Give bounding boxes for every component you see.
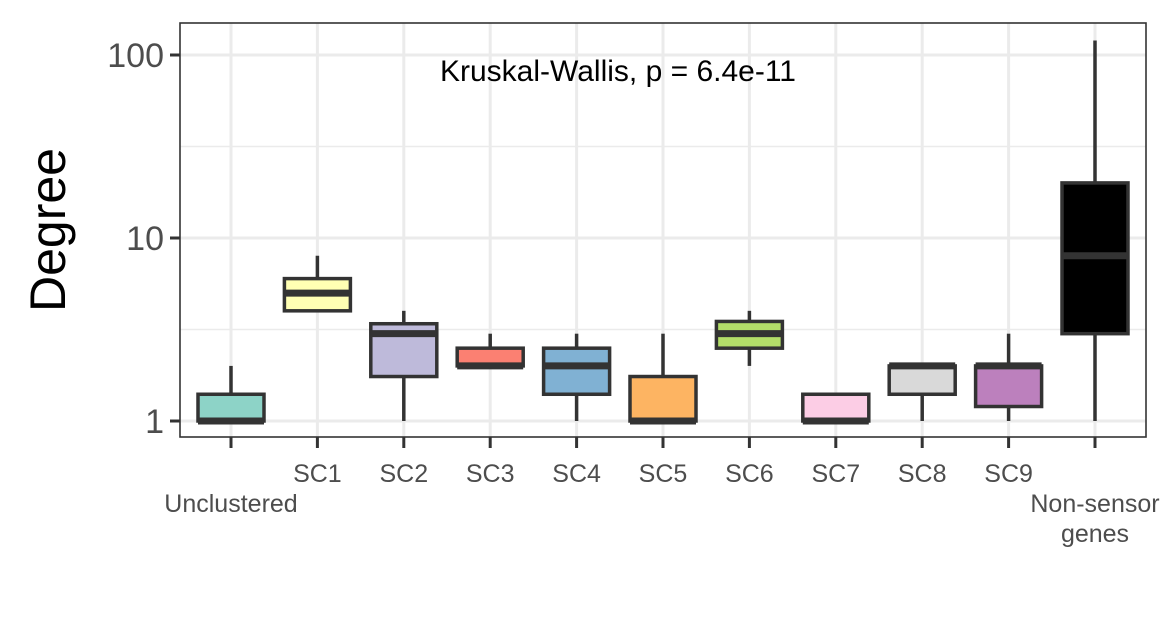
box-sc9 [973, 333, 1044, 421]
x-tick-label: Unclustered [164, 490, 297, 518]
x-tick-label-line: Unclustered [164, 490, 297, 518]
x-tick-label-line: SC5 [639, 460, 688, 488]
x-tick-label: SC5 [639, 460, 688, 488]
x-tick-label-line: SC6 [725, 460, 774, 488]
x-tick-label: SC6 [725, 460, 774, 488]
box-unclustered [196, 365, 266, 425]
box-sc1 [282, 255, 353, 313]
x-tick-label-line: genes [1061, 520, 1129, 548]
box-body [801, 392, 871, 423]
x-tick-label-line: Non-sensor [1030, 490, 1159, 518]
x-tick-label: SC1 [293, 460, 342, 488]
box-sc5 [628, 333, 698, 425]
box-sc3 [455, 333, 525, 370]
x-tick-label: SC3 [466, 460, 515, 488]
annotation-text: Kruskal-Wallis, p = 6.4e-11 [440, 55, 796, 88]
x-tick-label: SC4 [552, 460, 601, 488]
x-tick-label: SC9 [984, 460, 1033, 488]
x-tick-label: SC8 [898, 460, 947, 488]
x-tick-label-line: SC8 [898, 460, 947, 488]
x-tick-label-line: SC3 [466, 460, 515, 488]
x-tick-label-line: SC9 [984, 460, 1033, 488]
box-sc6 [714, 310, 785, 366]
y-tick-label: 1 [145, 403, 164, 441]
x-tick-label: Non-sensor genes [1030, 490, 1159, 548]
x-tick-label-line: SC4 [552, 460, 601, 488]
y-tick-label: 10 [126, 220, 164, 258]
box-sc8 [887, 362, 957, 421]
box-body [628, 374, 698, 423]
box-sc2 [369, 310, 439, 421]
box-body [973, 364, 1044, 409]
x-tick-label-line: SC7 [811, 460, 860, 488]
y-axis-label: Degree [20, 148, 76, 312]
box-body [887, 364, 957, 397]
box-sc4 [541, 333, 612, 421]
x-tick-label: SC2 [379, 460, 428, 488]
box-body [541, 346, 612, 397]
box-non-sensor-genes [1060, 40, 1130, 421]
x-tick-label: SC7 [811, 460, 860, 488]
x-tick-label-line: SC2 [379, 460, 428, 488]
box-sc7 [801, 392, 871, 425]
boxes [196, 40, 1130, 425]
x-tick-label-line: SC1 [293, 460, 342, 488]
y-tick-label: 100 [107, 37, 164, 75]
box-body [196, 392, 266, 423]
